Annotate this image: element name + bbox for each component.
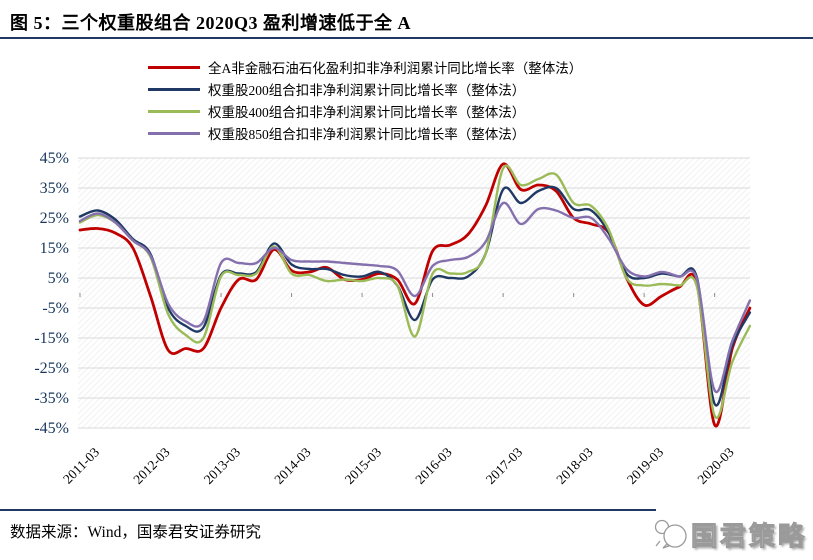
title-underline — [0, 37, 813, 39]
svg-text:2014-03: 2014-03 — [271, 444, 314, 487]
data-source-note: 数据来源：Wind，国泰君安证券研究 — [10, 524, 261, 541]
series-line — [78, 201, 752, 394]
series-line — [78, 185, 752, 407]
svg-text:-5%: -5% — [42, 300, 69, 317]
svg-text:35%: 35% — [40, 180, 69, 197]
svg-text:2013-03: 2013-03 — [201, 444, 244, 487]
plot-hatch-background — [78, 158, 750, 428]
legend-label: 权重股400组合扣非净利润累计同比增长率（整体法） — [208, 105, 526, 120]
svg-text:15%: 15% — [40, 240, 69, 257]
svg-text:45%: 45% — [40, 150, 69, 167]
legend-label: 全A非金融石油石化盈利扣非净利润累计同比增长率（整体法） — [208, 61, 583, 76]
svg-text:2020-03: 2020-03 — [694, 444, 737, 487]
gridlines — [78, 157, 750, 429]
svg-text:-25%: -25% — [34, 360, 69, 377]
svg-text:2015-03: 2015-03 — [342, 444, 385, 487]
legend-swatch-line — [148, 131, 200, 135]
chat-bubble-icon — [654, 519, 687, 549]
figure-title: 图 5：三个权重股组合 2020Q3 盈利增速低于全 A — [10, 13, 411, 33]
watermark-logo: 国君策略 — [651, 516, 807, 553]
series-lines — [78, 162, 752, 428]
svg-text:2017-03: 2017-03 — [483, 444, 526, 487]
svg-text:2012-03: 2012-03 — [130, 444, 173, 487]
legend-label: 权重股850组合扣非净利润累计同比增长率（整体法） — [208, 127, 526, 142]
svg-text:5%: 5% — [48, 270, 69, 287]
legend-label: 权重股200组合扣非净利润累计同比增长率（整体法） — [208, 83, 526, 98]
svg-text:-15%: -15% — [34, 330, 69, 347]
legend-swatch-line — [148, 109, 200, 113]
watermark-text: 国君策略 — [690, 521, 807, 552]
svg-text:2019-03: 2019-03 — [624, 444, 667, 487]
x-axis-labels: 2011-03 2012-03 2013-03 2014-03 2015-03 2016-… — [60, 444, 737, 487]
y-axis-labels: 45% 35% 25% 15% 5% -5% -15% -25% -35% -45% — [34, 150, 69, 437]
legend-item: 权重股200组合扣非净利润累计同比增长率（整体法） — [148, 78, 582, 100]
series-line — [78, 164, 752, 420]
footer-divider — [0, 509, 656, 511]
svg-text:-35%: -35% — [34, 390, 69, 407]
legend-item: 全A非金融石油石化盈利扣非净利润累计同比增长率（整体法） — [148, 56, 582, 78]
svg-text:25%: 25% — [40, 210, 69, 227]
svg-text:-45%: -45% — [34, 420, 69, 437]
svg-text:2016-03: 2016-03 — [412, 444, 455, 487]
legend-swatch-line — [148, 87, 200, 91]
svg-text:2018-03: 2018-03 — [553, 444, 596, 487]
chart-legend: 全A非金融石油石化盈利扣非净利润累计同比增长率（整体法） 权重股200组合扣非净… — [148, 56, 582, 144]
legend-swatch-line — [148, 65, 200, 69]
line-chart: 45% 35% 25% 15% 5% -5% -15% -25% -35% -45% 2011-03… — [34, 150, 752, 487]
legend-item: 权重股400组合扣非净利润累计同比增长率（整体法） — [148, 100, 582, 122]
legend-item: 权重股850组合扣非净利润累计同比增长率（整体法） — [148, 122, 582, 144]
svg-text:2011-03: 2011-03 — [60, 444, 102, 486]
